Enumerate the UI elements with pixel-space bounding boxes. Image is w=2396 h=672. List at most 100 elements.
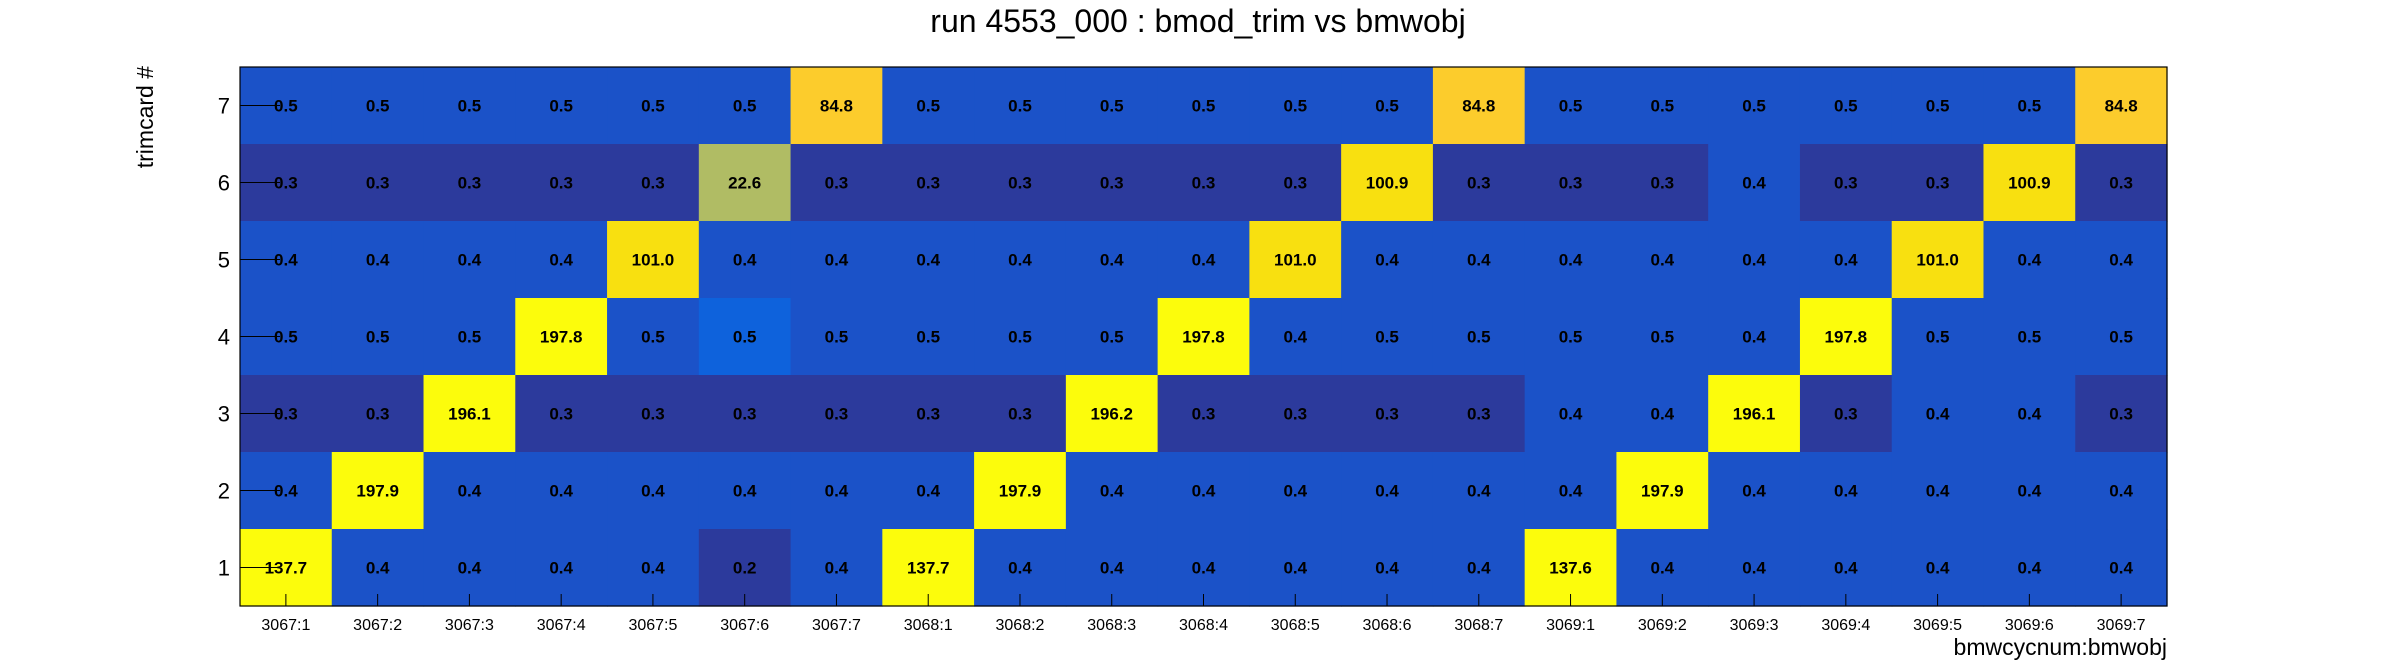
heatmap-cell [790,529,883,607]
x-tick-label: 3068:4 [1179,617,1228,634]
x-tick-label: 3069:2 [1638,617,1687,634]
cell-value-label: 137.7 [265,559,308,578]
cell-value-label: 0.4 [1742,174,1766,193]
cell-value-label: 0.5 [1008,328,1032,347]
heatmap-cell [1983,67,2076,145]
cell-value-label: 0.4 [2018,251,2042,270]
heatmap-cell [1249,298,1342,376]
heatmap-cell [1341,452,1434,530]
heatmap-cell [790,144,883,222]
cell-value-label: 100.9 [1366,174,1409,193]
x-tick-label: 3069:5 [1913,617,1962,634]
cell-value-label: 197.8 [540,328,583,347]
heatmap-cell [2075,67,2168,145]
heatmap-cell [515,452,608,530]
cell-value-label: 0.4 [1926,405,1950,424]
heatmap-cell [607,298,700,376]
chart-title: run 4553_000 : bmod_trim vs bmwobj [930,3,1465,39]
heatmap-cell [790,67,883,145]
heatmap-cell [423,221,516,299]
heatmap-cell [1616,298,1709,376]
cell-value-label: 0.4 [1834,482,1858,501]
x-tick-labels: 3067:1 3067:2 3067:3 3067:4 3067:5 3067:6 3067… [261,617,2145,634]
heatmap-cell [1157,67,1250,145]
cell-value-label: 0.4 [1375,482,1399,501]
cell-value-label: 0.3 [1192,174,1216,193]
heatmap-cell [790,375,883,453]
cell-value-label: 0.4 [1100,482,1124,501]
heatmap-cell [1341,67,1434,145]
cell-value-label: 0.3 [366,405,390,424]
heatmap-cell [1799,375,1893,453]
heatmap-cell [423,298,516,376]
x-tick-label: 3068:3 [1087,617,1136,634]
cell-value-label: 0.5 [549,97,573,116]
cell-value-label: 0.4 [1375,559,1399,578]
cell-value-label: 196.1 [448,405,491,424]
cell-value-label: 0.4 [1650,405,1674,424]
heatmap-cell [1616,375,1709,453]
cell-value-label: 0.4 [458,251,482,270]
y-axis-label: trimcard # [132,66,158,168]
cell-value-label: 0.3 [274,405,298,424]
heatmap-cell [1524,67,1618,145]
heatmap-cell [1524,221,1618,299]
cell-value-label: 0.4 [1283,482,1307,501]
cell-value-label: 0.3 [916,405,940,424]
cell-value-label: 196.2 [1090,405,1133,424]
cell-value-label: 0.5 [916,97,940,116]
cell-value-label: 0.3 [641,405,665,424]
cell-value-label: 0.5 [1559,97,1583,116]
y-tick-label: 3 [218,402,230,427]
heatmap-cell [790,452,883,530]
cell-value-label: 0.5 [1192,97,1216,116]
cell-value-label: 0.3 [1283,174,1307,193]
heatmap-cell [1983,298,2076,376]
heatmap-cell [515,67,608,145]
cell-value-label: 0.5 [274,328,298,347]
cell-value-label: 0.4 [1008,559,1032,578]
cell-value-label: 0.4 [458,559,482,578]
cell-value-label: 0.4 [2109,482,2133,501]
cell-value-label: 0.5 [1559,328,1583,347]
cell-value-label: 0.5 [274,97,298,116]
heatmap-cell [331,375,425,453]
x-tick-label: 3067:5 [628,617,677,634]
x-axis-label: bmwcycnum:bmwobj [1954,634,2167,660]
cell-value-label: 0.3 [366,174,390,193]
heatmap-cell [1524,144,1618,222]
cell-value-label: 0.4 [1650,251,1674,270]
cell-value-label: 0.5 [2018,97,2042,116]
cell-value-label: 0.4 [1926,482,1950,501]
y-tick-label: 2 [218,479,230,504]
cell-value-label: 0.4 [1742,328,1766,347]
heatmap-cell [1708,67,1801,145]
cell-value-label: 0.3 [733,405,757,424]
cell-value-label: 0.5 [1100,97,1124,116]
cell-value-label: 0.4 [1192,559,1216,578]
cell-value-label: 0.5 [1650,97,1674,116]
x-tick-label: 3067:4 [537,617,586,634]
heatmap-cell [974,375,1067,453]
cell-value-label: 0.3 [1834,174,1858,193]
y-tick-label: 6 [218,171,230,196]
heatmap-cell [1341,529,1434,607]
cell-value-label: 197.8 [1825,328,1868,347]
x-tick-label: 3069:7 [2097,617,2146,634]
heatmap-cell [515,221,608,299]
cell-value-label: 0.5 [641,97,665,116]
x-tick-label: 3069:6 [2005,617,2054,634]
heatmap-cell [1708,452,1801,530]
cell-value-label: 0.5 [916,328,940,347]
heatmap-cell [1249,375,1342,453]
cell-value-label: 0.4 [1742,559,1766,578]
cell-value-label: 0.5 [1375,328,1399,347]
cell-value-label: 0.5 [1467,328,1491,347]
heatmap-cell [1065,144,1159,222]
heatmap-cell [1157,144,1250,222]
cell-value-label: 197.9 [356,482,399,501]
heatmap-cell [790,221,883,299]
heatmap-cell [1432,452,1526,530]
cell-value-label: 0.5 [366,97,390,116]
cell-value-label: 0.4 [1834,251,1858,270]
